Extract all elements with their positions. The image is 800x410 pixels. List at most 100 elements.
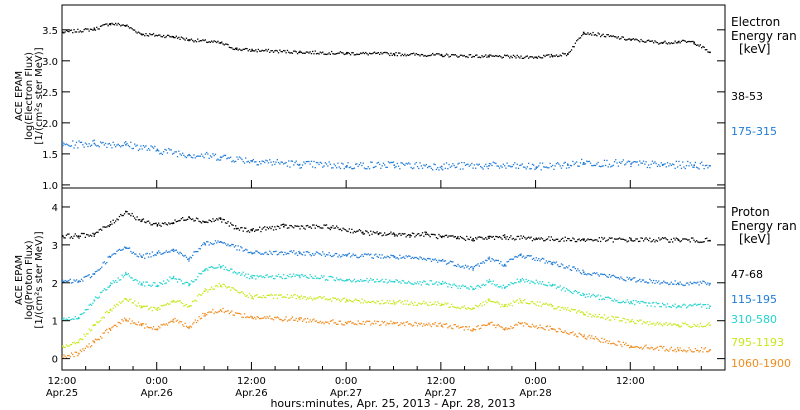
data-point	[636, 346, 638, 348]
data-point	[516, 54, 518, 57]
data-point	[462, 326, 464, 328]
data-point	[488, 256, 491, 258]
data-point	[396, 55, 398, 57]
data-point	[485, 324, 487, 327]
data-point	[341, 255, 343, 257]
data-point	[576, 240, 578, 243]
data-point	[597, 294, 599, 296]
data-point	[251, 48, 253, 50]
data-point	[696, 44, 698, 46]
data-point	[425, 302, 427, 304]
data-point	[448, 283, 450, 285]
data-point	[169, 251, 171, 253]
data-point	[390, 231, 392, 233]
data-point	[563, 240, 565, 242]
data-point	[630, 237, 632, 240]
data-point	[193, 41, 195, 43]
data-point	[635, 345, 637, 348]
data-point	[635, 299, 637, 302]
data-point	[666, 349, 669, 351]
data-point	[242, 160, 244, 163]
data-point	[498, 286, 501, 288]
key-point	[567, 164, 569, 166]
data-point	[443, 304, 445, 306]
data-point	[698, 304, 700, 306]
data-point	[238, 229, 241, 231]
data-point	[151, 251, 153, 253]
data-point	[481, 324, 483, 327]
data-point	[553, 328, 555, 330]
y-tick-label: 2	[52, 279, 58, 290]
data-point	[408, 280, 410, 283]
data-point	[475, 287, 477, 289]
data-point	[123, 317, 126, 319]
data-point	[668, 42, 670, 44]
data-point	[540, 327, 542, 329]
key-point	[219, 156, 222, 158]
data-point	[656, 240, 659, 242]
data-point	[164, 324, 166, 326]
data-point	[363, 279, 366, 282]
data-point	[317, 162, 319, 164]
data-point	[498, 55, 501, 57]
data-point	[540, 283, 542, 285]
data-point	[658, 237, 660, 239]
data-point	[409, 282, 411, 284]
data-point	[425, 259, 427, 261]
key-point	[661, 164, 664, 166]
data-point	[674, 323, 676, 325]
data-point	[420, 322, 422, 324]
data-point	[97, 231, 99, 233]
data-point	[309, 226, 311, 228]
data-point	[636, 39, 638, 41]
data-point	[227, 221, 229, 223]
data-point	[427, 233, 429, 235]
data-point	[684, 40, 686, 42]
data-point	[250, 275, 252, 278]
data-point	[110, 329, 112, 331]
data-point	[668, 350, 670, 352]
data-point	[424, 231, 426, 233]
data-point	[697, 324, 699, 326]
data-point	[121, 214, 123, 217]
data-point	[158, 222, 160, 224]
key-point	[125, 298, 127, 300]
data-point	[415, 53, 417, 55]
data-point	[329, 320, 331, 322]
data-point	[96, 145, 98, 147]
data-point	[642, 321, 645, 323]
data-point	[519, 238, 521, 240]
data-point	[637, 40, 640, 42]
data-point	[444, 167, 446, 169]
key-point	[709, 51, 711, 54]
data-point	[588, 33, 590, 36]
data-point	[452, 54, 454, 56]
data-point	[198, 155, 200, 157]
data-point	[224, 222, 227, 224]
data-point	[509, 284, 511, 286]
data-point	[243, 227, 246, 229]
data-point	[565, 309, 568, 311]
data-point	[702, 241, 704, 243]
data-point	[152, 282, 155, 284]
data-point	[453, 264, 455, 267]
data-point	[579, 272, 582, 274]
data-point	[83, 333, 85, 336]
data-point	[304, 254, 306, 256]
data-point	[169, 223, 171, 225]
data-point	[381, 165, 383, 167]
data-point	[606, 296, 608, 299]
data-point	[286, 274, 289, 277]
data-point	[453, 283, 455, 285]
data-point	[193, 321, 195, 324]
data-point	[427, 55, 429, 57]
data-point	[318, 278, 320, 280]
data-point	[510, 235, 512, 237]
data-point	[371, 322, 373, 324]
data-point	[74, 144, 76, 146]
data-point	[151, 146, 153, 148]
data-point	[224, 285, 227, 287]
data-point	[387, 323, 390, 325]
data-point	[521, 237, 523, 239]
data-point	[376, 320, 378, 323]
